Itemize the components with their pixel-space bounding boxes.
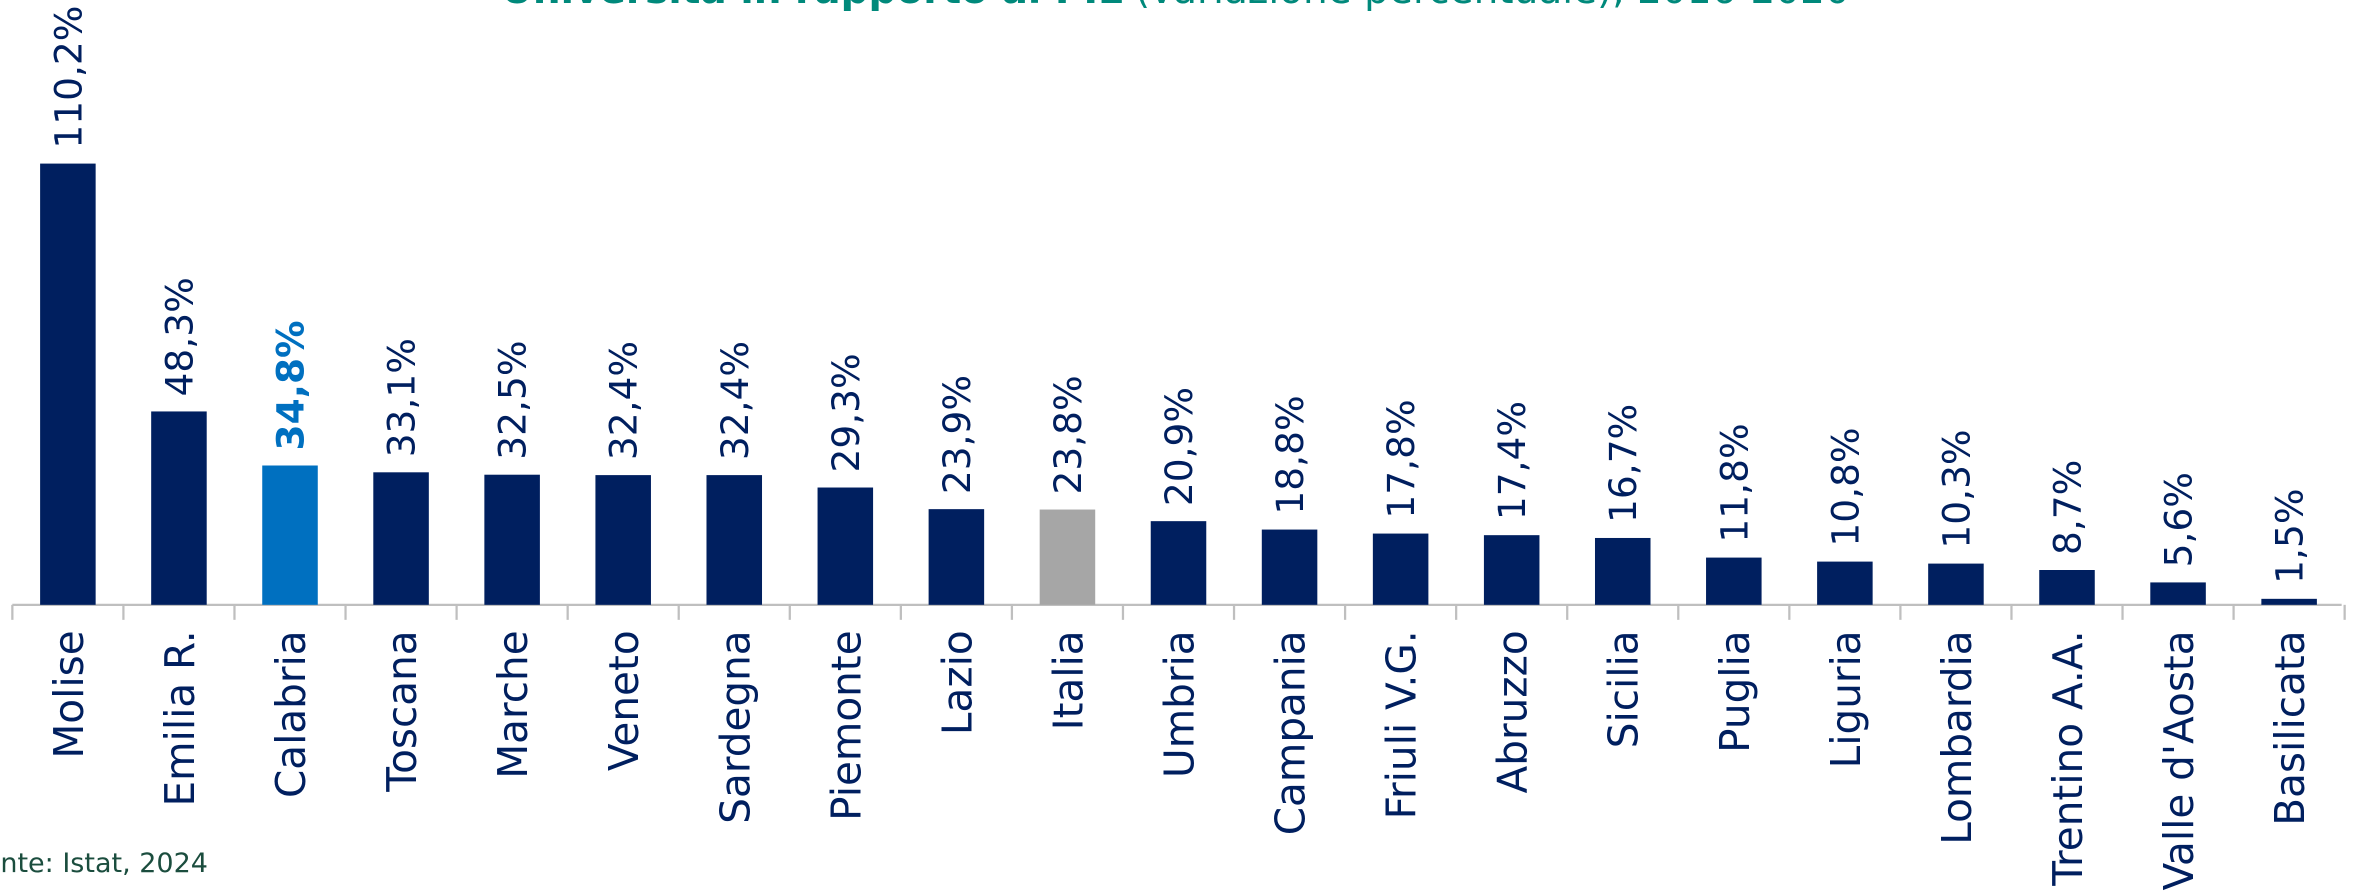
bar <box>484 474 540 605</box>
bar <box>1817 561 1873 605</box>
data-label: 23,8% <box>1046 375 1090 494</box>
data-label: 32,4% <box>713 341 757 460</box>
bar <box>262 465 318 605</box>
data-label: 5,6% <box>2157 472 2201 567</box>
bar <box>1150 521 1207 605</box>
data-label: 18,8% <box>1268 395 1312 514</box>
x-tick-label: Lazio <box>933 630 981 735</box>
x-tick-label: Sicilia <box>1600 630 1648 748</box>
x-tick-label: Marche <box>489 630 537 778</box>
data-label: 32,5% <box>491 341 535 460</box>
bar <box>1594 537 1651 605</box>
x-tick-label: Friuli V.G. <box>1378 630 1426 819</box>
data-label: 11,8% <box>1712 423 1756 542</box>
data-label: 17,4% <box>1490 401 1534 520</box>
data-label: 23,9% <box>935 375 979 494</box>
bar <box>1483 535 1540 605</box>
x-tick-label: Toscana <box>378 630 426 792</box>
data-label: 10,8% <box>1823 427 1867 546</box>
bar <box>1372 533 1429 605</box>
data-label: 20,9% <box>1157 387 1201 506</box>
x-tick-label: Puglia <box>1711 630 1759 752</box>
x-tick-label: Campania <box>1267 630 1315 835</box>
data-label: 48,3% <box>157 277 201 396</box>
source: nte: Istat, 2024 <box>0 848 208 879</box>
x-tick-label: Emilia R. <box>156 630 204 806</box>
chart-title-group: Università in rapporto al PIL (variazione… <box>501 0 1850 13</box>
data-label: 32,4% <box>602 341 646 460</box>
x-tick-label: Italia <box>1044 630 1092 730</box>
data-label: 8,7% <box>2046 460 2090 555</box>
bar <box>928 509 985 605</box>
x-tick-label: Basilicata <box>2266 630 2314 825</box>
x-tick-label: Molise <box>45 630 93 758</box>
x-tick-label: Valle d'Aosta <box>2155 630 2203 890</box>
bar <box>1039 509 1096 605</box>
bar <box>1928 563 1984 605</box>
bar <box>817 487 874 605</box>
bar <box>151 411 207 605</box>
bar <box>706 475 763 605</box>
data-label: 1,5% <box>2268 489 2312 584</box>
bar <box>40 163 96 605</box>
data-label: 10,3% <box>1934 429 1978 548</box>
bar <box>1706 557 1762 605</box>
x-tick-label: Calabria <box>267 630 315 798</box>
bar <box>2150 582 2206 605</box>
data-label: 34,8% <box>269 320 313 450</box>
chart-subtitle: (variazione percentuale), 2016-2020 <box>1135 0 1850 13</box>
bar <box>2039 570 2095 605</box>
bar <box>2261 598 2317 605</box>
x-tick-label: Sardegna <box>711 630 759 823</box>
x-tick-label: Trentino A.A. <box>2044 630 2092 886</box>
x-tick-label: Liguria <box>1822 630 1870 768</box>
bar <box>1261 529 1318 605</box>
x-tick-label: Lombardia <box>1933 630 1981 844</box>
x-tick-label: Umbria <box>1156 630 1204 778</box>
data-label: 16,7% <box>1601 404 1645 523</box>
data-label: 33,1% <box>380 338 424 457</box>
chart-title: Università in rapporto al PIL <box>501 0 1123 13</box>
x-tick-label: Piemonte <box>822 630 870 820</box>
bar <box>595 475 651 605</box>
x-tick-label: Veneto <box>600 630 648 771</box>
data-label: 29,3% <box>824 353 868 472</box>
x-tick-label: Abruzzo <box>1489 630 1537 793</box>
bar <box>373 472 429 605</box>
data-label: 17,8% <box>1379 399 1423 518</box>
data-label: 110,2% <box>46 6 90 149</box>
